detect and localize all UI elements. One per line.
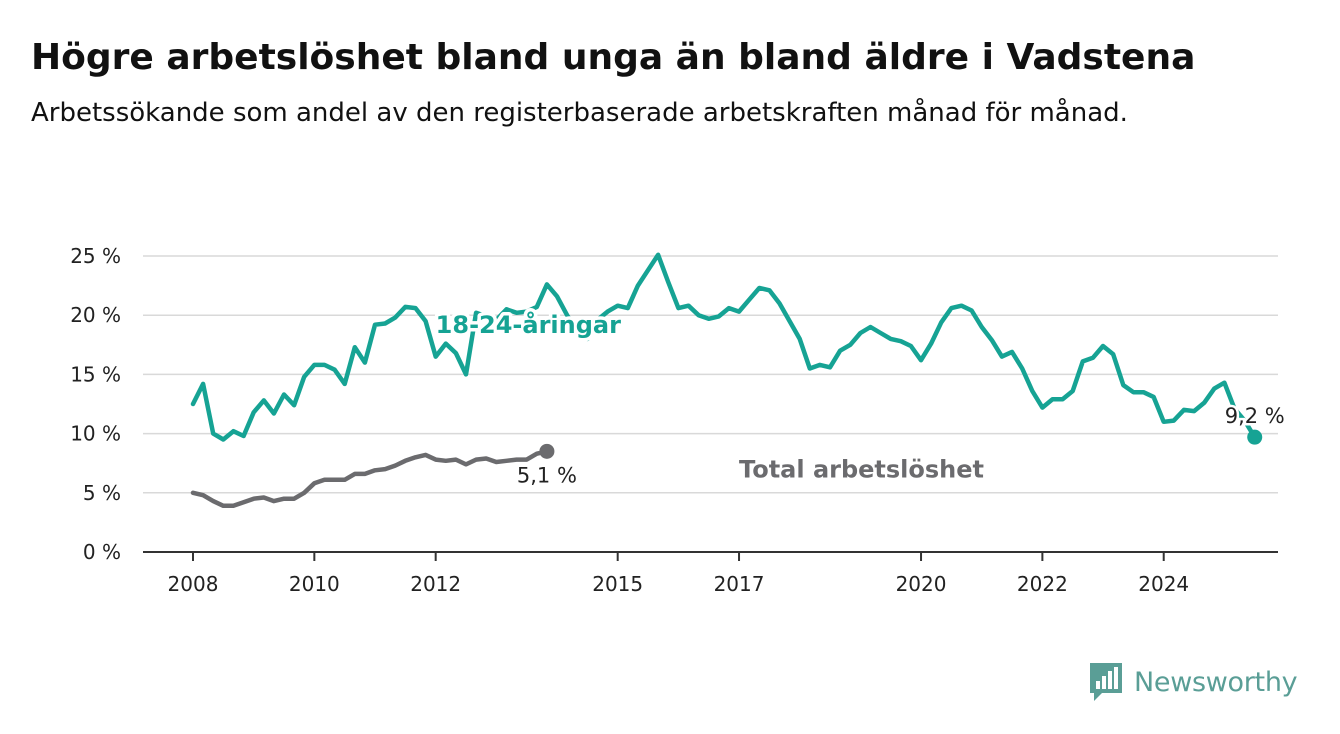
x-tick-label: 2012	[410, 572, 461, 596]
newsworthy-logo-icon	[1090, 663, 1122, 701]
series-lines	[190, 252, 1263, 509]
x-tick-label: 2010	[289, 572, 340, 596]
series-label-total: Total arbetslöshet	[739, 455, 984, 483]
end-point-youth	[1247, 429, 1263, 445]
end-point-total	[539, 443, 555, 459]
y-tick-label: 10 %	[70, 422, 121, 446]
series-label-youth: 18-24-åringar	[436, 310, 621, 339]
series-line-youth	[190, 252, 1257, 442]
chart-subtitle: Arbetssökande som andel av den registerb…	[31, 98, 1128, 128]
end-value-label-youth: 9,2 %	[1225, 404, 1285, 428]
series-labels: 18-24-åringar 9,2 % Total arbetslöshet 5,1 …	[432, 306, 1287, 489]
x-tick-label: 2015	[592, 572, 643, 596]
x-tick-label: 2017	[714, 572, 765, 596]
end-value-label-total: 5,1 %	[517, 463, 577, 487]
y-tick-label: 25 %	[70, 244, 121, 268]
y-axis-ticks: 0 % 5 % 10 % 15 % 20 % 25 %	[70, 244, 121, 564]
chart-title: Högre arbetslöshet bland unga än bland ä…	[31, 37, 1196, 78]
series-line-total	[190, 449, 550, 509]
newsworthy-brand: Newsworthy	[1088, 660, 1298, 704]
y-tick-label: 20 %	[70, 303, 121, 327]
y-tick-label: 5 %	[83, 481, 121, 505]
x-tick-label: 2008	[168, 572, 219, 596]
x-tick-label: 2022	[1017, 572, 1068, 596]
x-tick-label: 2024	[1138, 572, 1189, 596]
brand-name: Newsworthy	[1134, 666, 1298, 698]
y-tick-label: 0 %	[83, 540, 121, 564]
x-tick-label: 2020	[896, 572, 947, 596]
y-tick-label: 15 %	[70, 362, 121, 386]
x-axis-ticks: 2008 2010 2012 2015 2017 2020 2022 2024	[168, 552, 1189, 596]
grid-lines	[143, 255, 1278, 553]
